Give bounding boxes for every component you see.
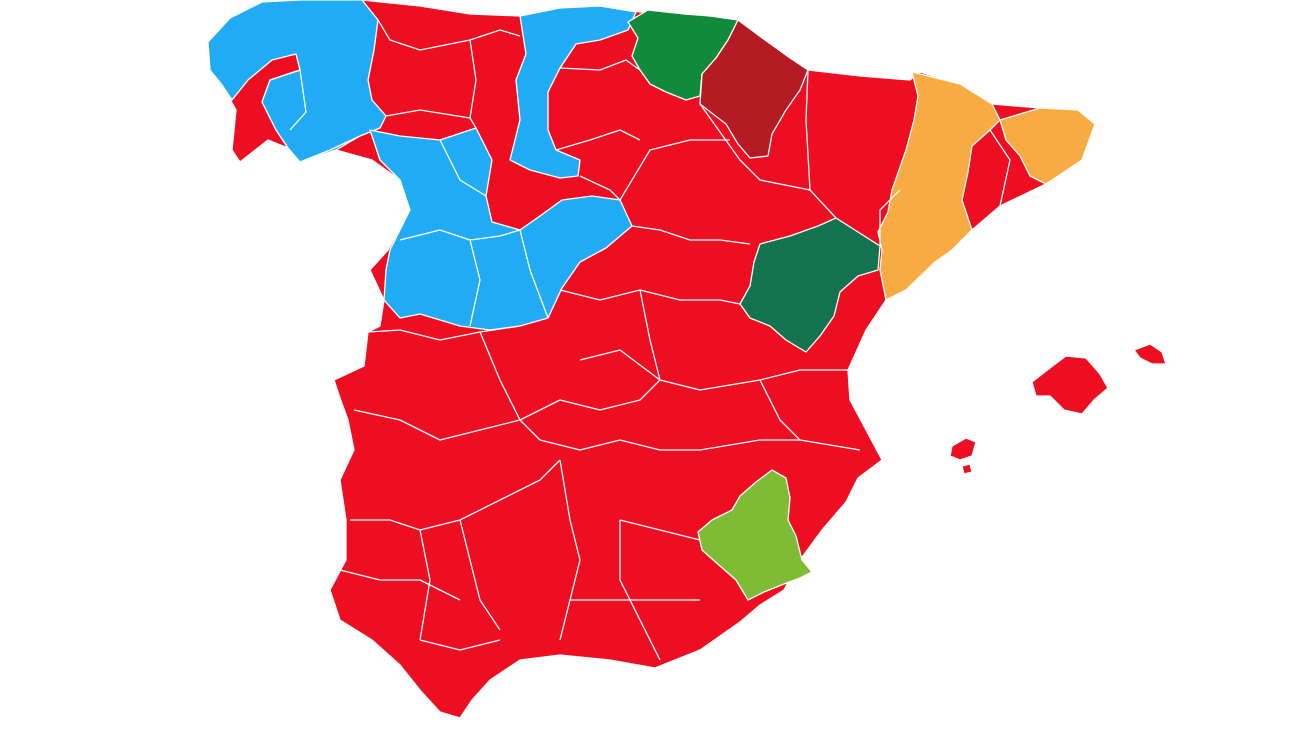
island-ibiza [949, 437, 977, 461]
region-orange-catalonia-west [877, 71, 1001, 301]
region-light-blue-north-strip [509, 5, 637, 179]
island-mallorca [1031, 355, 1109, 415]
region-light-blue-cyl-west [369, 127, 633, 331]
region-lime-green-murcia [697, 469, 813, 601]
region-orange-catalonia-east [999, 107, 1096, 185]
province-borders [269, 19, 1011, 661]
island-formentera [961, 463, 973, 475]
region-light-blue-galicia-north [207, 0, 387, 163]
island-menorca [1133, 343, 1167, 365]
region-dark-red-navarra [699, 19, 809, 159]
